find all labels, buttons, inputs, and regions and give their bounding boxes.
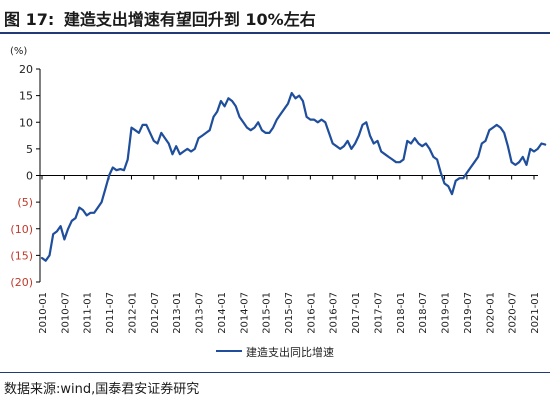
x-tick-label: 2013-01 [172, 292, 183, 334]
x-tick-label: 2011-01 [83, 292, 94, 334]
x-tick-label: 2012-07 [150, 292, 161, 334]
x-tick-label: 2020-01 [485, 292, 496, 334]
legend: 建造支出同比增速 [0, 343, 550, 359]
source-divider [0, 372, 550, 373]
y-tick-label: 15 [19, 90, 33, 103]
x-tick-label: 2012-01 [127, 292, 138, 334]
x-tick-label: 2015-07 [284, 292, 295, 334]
x-tick-label: 2011-07 [105, 292, 116, 334]
x-tick-label: 2021-01 [530, 292, 541, 334]
x-tick-label: 2018-01 [396, 292, 407, 334]
x-tick-label: 2016-07 [329, 292, 340, 334]
x-tick-label: 2015-01 [262, 292, 273, 334]
x-tick-label: 2014-01 [217, 292, 228, 334]
x-tick-label: 2019-07 [463, 292, 474, 334]
y-tick-label: (5) [17, 196, 33, 209]
y-tick-label: 10 [19, 116, 33, 129]
y-tick-label: (20) [10, 276, 33, 289]
y-tick-label: 20 [19, 63, 33, 76]
line-chart: 20 15 10 5 0 (5) (10) (15) (20) 2010-01 2010-07 201… [10, 63, 547, 334]
y-tick-label: (15) [10, 249, 33, 262]
series-line [40, 91, 547, 262]
figure-title: 图 17: 建造支出增速有望回升到 10%左右 [4, 6, 316, 30]
x-tick-label: 2010-01 [38, 292, 49, 334]
y-tick-label: 5 [26, 143, 33, 156]
x-tick-label: 2013-07 [195, 292, 206, 334]
figure-title-bar: 图 17: 建造支出增速有望回升到 10%左右 [0, 0, 550, 34]
legend-label: 建造支出同比增速 [246, 346, 334, 359]
x-tick-label: 2010-07 [60, 292, 71, 334]
y-tick-label: 0 [26, 170, 33, 183]
legend-swatch [216, 350, 242, 352]
figure-number: 图 17: [4, 10, 55, 29]
x-tick-label: 2019-01 [441, 292, 452, 334]
x-tick-label: 2016-01 [306, 292, 317, 334]
x-tick-label: 2017-01 [351, 292, 362, 334]
x-tick-label: 2017-07 [373, 292, 384, 334]
figure-title-text: 建造支出增速有望回升到 10%左右 [63, 10, 316, 29]
y-tick-label: (10) [10, 223, 33, 236]
x-tick-label: 2018-07 [418, 292, 429, 334]
x-tick-label: 2020-07 [508, 292, 519, 334]
data-source-note: 数据来源:wind,国泰君安证券研究 [4, 382, 200, 397]
y-axis-unit-label: (%) [10, 46, 28, 57]
x-tick-label: 2014-07 [239, 292, 250, 334]
